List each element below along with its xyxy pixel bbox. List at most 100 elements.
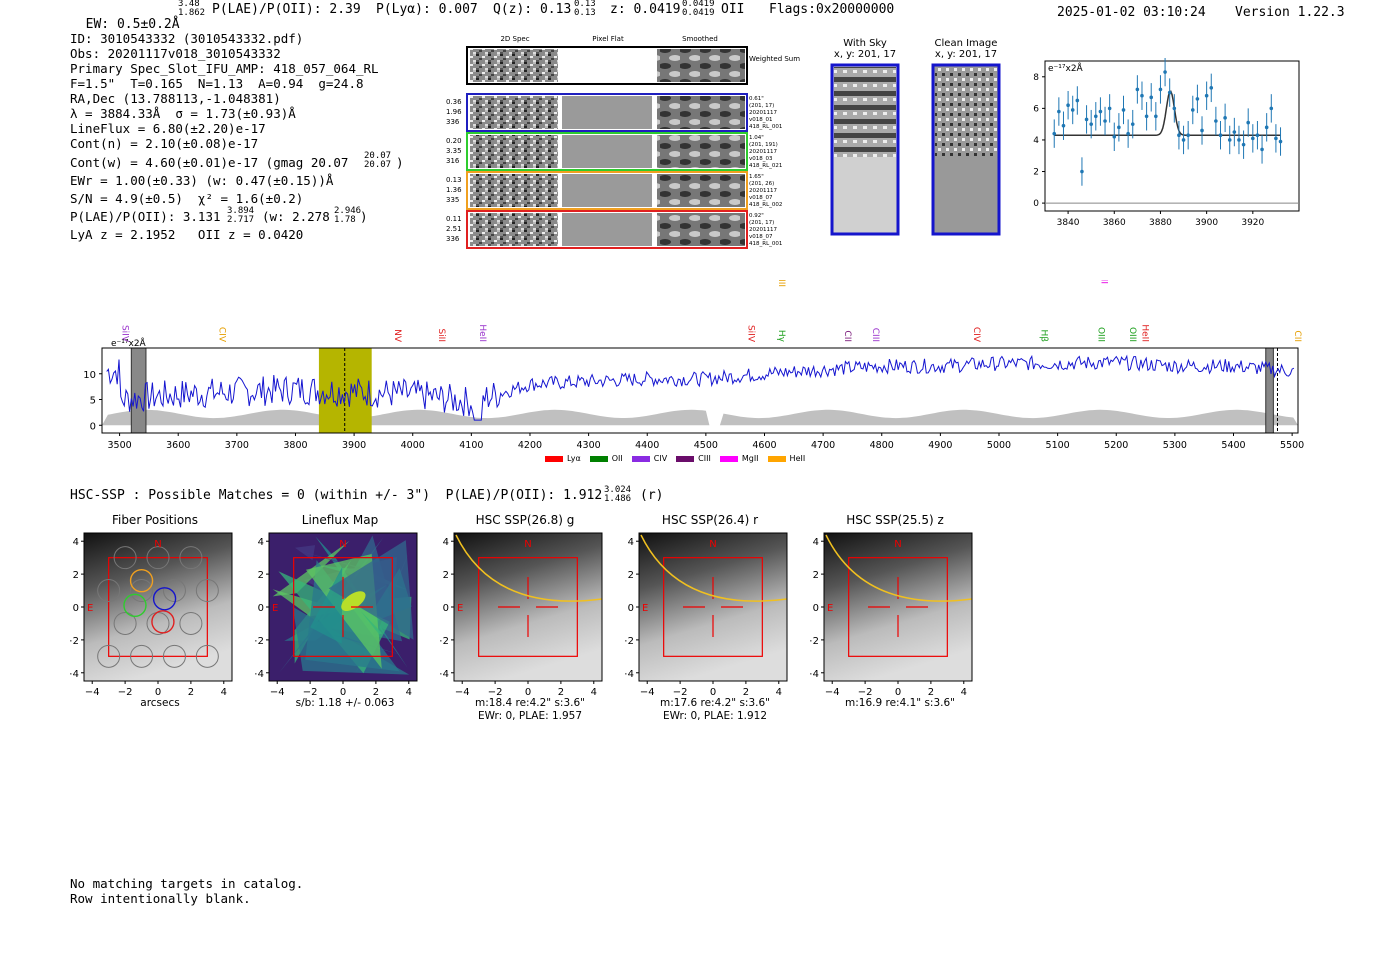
zoom-data-point — [1181, 138, 1186, 142]
fiber-highlight — [151, 610, 175, 634]
zoom-data-point — [1121, 108, 1126, 112]
zoom-data-point — [1094, 114, 1098, 119]
cutout-right-value: 0.92" — [749, 213, 764, 219]
line-label: SiII — [436, 328, 446, 342]
zoom-data-point — [1232, 130, 1237, 134]
panel-title: Fiber Positions — [111, 513, 199, 527]
with-sky-label: With Sky x, y: 201, 17 — [833, 38, 897, 60]
zoom-data-point — [1103, 119, 1107, 123]
zoom-data-point — [1080, 169, 1084, 174]
cutout-pixelflat — [562, 96, 652, 129]
panel-ytick-label: 2 — [813, 570, 819, 581]
east-label: E — [457, 603, 463, 614]
cutout-right-value: 418_RL_001 — [749, 241, 782, 247]
zoom-data-point — [1098, 109, 1103, 114]
cutout-right-value: 418_RL_001 — [749, 124, 782, 130]
hsc-band: (r) — [640, 488, 664, 503]
line-label: HeII — [1140, 324, 1150, 342]
panel-ytick-label: −4 — [625, 669, 634, 680]
info-sn: S/N = 4.9(±0.5) χ² = 1.6(±0.2) — [70, 191, 304, 206]
zoom-data-point — [1246, 120, 1250, 125]
header-timestamp: 2025-01-02 03:10:24 — [1057, 5, 1206, 20]
panel-ytick-label: −4 — [440, 669, 449, 680]
zoom-data-point — [1237, 138, 1241, 142]
cutout-pixelflat — [562, 213, 652, 246]
info-contw: Cont(w) = 4.60(±0.01)e-17 (gmag 20.07 — [70, 155, 349, 170]
panel-image: N E −4 −4 −2 −2 0 0 2 2 4 4 — [440, 532, 603, 698]
zoom-data-point — [1177, 133, 1181, 138]
zoom-data-point — [1278, 139, 1283, 144]
line-label: CIII — [870, 328, 880, 342]
east-label: E — [827, 603, 833, 614]
fiber-circle — [97, 644, 121, 668]
panel-ytick-label: −2 — [440, 636, 449, 647]
header-ew-errors: 3.48 1.862 — [178, 0, 206, 18]
header-ew: EW: 0.5±0.2Å — [85, 17, 180, 32]
cutout-left-value: 1.36 — [446, 186, 462, 194]
cutout-pixelflat — [562, 174, 652, 207]
zoom-data-point — [1107, 106, 1112, 111]
cutout-smoothed — [657, 174, 745, 207]
noise-envelope — [102, 409, 1298, 426]
legend-swatch — [545, 455, 563, 462]
cutout-left-value: 2.51 — [446, 225, 462, 233]
zoom-data-point — [1204, 93, 1209, 98]
legend-label: Lyα — [567, 454, 581, 463]
zoom-data-point — [1251, 136, 1255, 141]
info-line: Primary Spec_Slot_IFU_AMP: 418_057_064_R… — [70, 61, 379, 76]
zoom-xtick-label: 3900 — [1195, 218, 1218, 228]
line-label: NV — [392, 329, 402, 343]
legend-label: MgII — [741, 454, 759, 463]
full-ytick-label: 10 — [83, 370, 96, 381]
fiber-circle — [113, 611, 137, 635]
full-xtick-label: 5300 — [1163, 440, 1187, 451]
panel-ytick-label: 0 — [628, 603, 634, 614]
zoom-data-point — [1227, 138, 1232, 142]
cutout-2dspec — [470, 135, 558, 168]
info-plae-w: (w: 2.278 — [262, 209, 330, 224]
panel-ytick-label: 2 — [73, 570, 79, 581]
panel-ytick-label: 4 — [443, 537, 449, 548]
line-label: CIII — [776, 280, 786, 287]
fiber-highlight — [152, 587, 177, 611]
zoom-data-point — [1158, 87, 1163, 92]
line-label: CII — [1292, 330, 1302, 342]
zoom-unit-label: e⁻¹⁷x2Å — [1048, 62, 1084, 74]
panel-xtick-label: 4 — [221, 687, 227, 698]
footer-line: Row intentionally blank. — [70, 891, 251, 906]
cutout-left-value: 335 — [446, 196, 459, 204]
panel-xtick-label: 4 — [591, 687, 597, 698]
zoom-data-point — [1144, 114, 1149, 119]
header-plya: P(Lyα): 0.007 — [376, 2, 478, 17]
fiber-circle — [146, 546, 170, 570]
spectra-cutouts: 2D Spec Pixel Flat Smoothed Weighted Sum… — [446, 35, 800, 249]
zoom-data-point — [1223, 116, 1227, 120]
cutout-right-value: 20201117 — [749, 188, 777, 194]
cutout-right-value: (201, 17) — [749, 103, 774, 109]
zoom-ytick-label: 0 — [1033, 199, 1039, 209]
full-xtick-label: 4400 — [635, 440, 659, 451]
fiber-circle — [195, 644, 219, 668]
panel-xtick-label: 4 — [961, 687, 967, 698]
panel-ytick-label: 2 — [628, 570, 634, 581]
panel-subtitle: s/b: 1.18 +/- 0.063 — [295, 697, 395, 709]
footer: No matching targets in catalog. Row inte… — [70, 876, 303, 906]
header-qz-errors: 0.13 0.13 — [574, 0, 596, 18]
info-line: RA,Dec (13.788113,-1.048381) — [70, 91, 281, 106]
cutout-right-value: (201, 191) — [749, 142, 778, 148]
fiber-circle — [97, 579, 121, 603]
cutout-smoothed — [657, 213, 745, 246]
panel-ytick-label: −4 — [70, 669, 79, 680]
zoom-plot-frame — [1044, 60, 1300, 212]
fiber-circle — [113, 546, 137, 570]
panel-xtick-label: −4 — [825, 687, 840, 698]
full-ytick-label: 5 — [90, 396, 96, 407]
legend-label: OII — [611, 454, 623, 463]
zoom-data-point — [1070, 108, 1075, 112]
line-label: CII — [842, 330, 852, 342]
cutout-right-value: 20201117 — [749, 149, 777, 155]
legend-swatch — [767, 455, 786, 462]
full-xtick-label: 3800 — [283, 440, 307, 451]
north-label: N — [524, 539, 531, 550]
panel-xtick-label: 2 — [373, 687, 379, 698]
